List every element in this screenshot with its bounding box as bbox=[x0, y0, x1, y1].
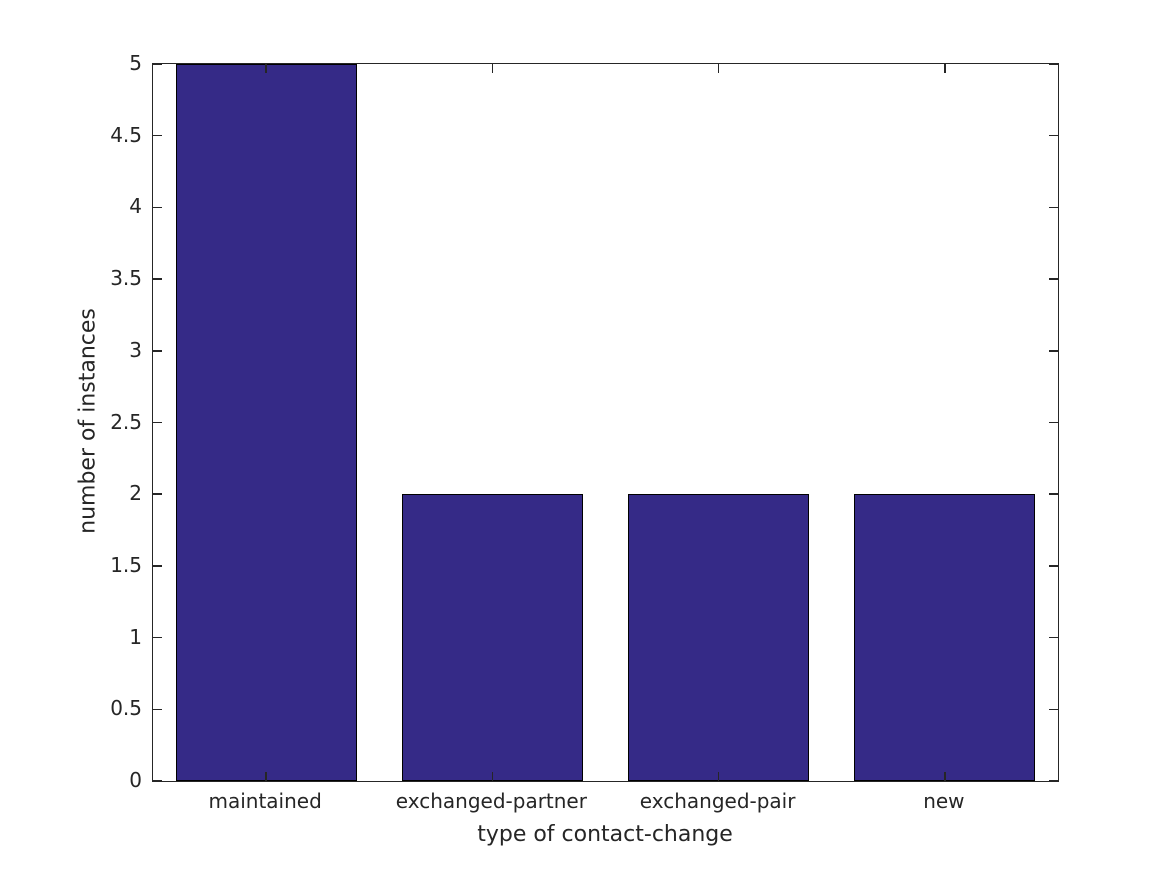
y-tick-left bbox=[153, 565, 162, 567]
y-tick-left bbox=[153, 278, 162, 280]
y-tick-right bbox=[1049, 278, 1058, 280]
y-tick-right bbox=[1049, 493, 1058, 495]
y-tick-left bbox=[153, 780, 162, 782]
y-tick-label: 0.5 bbox=[110, 696, 142, 721]
y-tick-label: 4 bbox=[129, 194, 142, 219]
plot-area bbox=[152, 63, 1059, 782]
y-tick-right bbox=[1049, 708, 1058, 711]
bar bbox=[401, 494, 583, 781]
x-tick-top bbox=[717, 64, 720, 73]
x-axis-label: type of contact-change bbox=[477, 822, 733, 847]
bar bbox=[628, 494, 810, 781]
y-tick-label: 2.5 bbox=[110, 409, 142, 434]
y-tick-label: 2 bbox=[129, 481, 142, 506]
y-tick-right bbox=[1049, 780, 1058, 782]
y-tick-right bbox=[1049, 636, 1058, 639]
x-tick-label: maintained bbox=[208, 789, 322, 813]
x-tick-top bbox=[944, 64, 946, 73]
x-tick-label: exchanged-pair bbox=[639, 789, 796, 813]
y-tick-label: 1 bbox=[129, 624, 142, 649]
y-tick-left bbox=[153, 206, 162, 209]
y-tick-left bbox=[153, 708, 162, 711]
x-tick-bottom bbox=[265, 772, 267, 781]
y-tick-label: 3 bbox=[129, 337, 142, 362]
y-tick-left bbox=[153, 350, 162, 352]
y-tick-left bbox=[153, 63, 162, 65]
y-tick-right bbox=[1049, 63, 1058, 65]
x-tick-top bbox=[491, 64, 494, 73]
y-tick-label: 3.5 bbox=[110, 266, 142, 291]
x-tick-label: new bbox=[923, 789, 965, 813]
y-tick-left bbox=[153, 493, 162, 495]
x-tick-top bbox=[265, 64, 267, 73]
y-tick-left bbox=[153, 636, 162, 639]
x-tick-label: exchanged-partner bbox=[395, 789, 587, 813]
y-tick-right bbox=[1049, 421, 1058, 424]
y-tick-right bbox=[1049, 565, 1058, 567]
y-tick-left bbox=[153, 421, 162, 424]
y-tick-label: 4.5 bbox=[110, 122, 142, 147]
y-tick-label: 0 bbox=[129, 768, 142, 792]
bar bbox=[175, 64, 357, 781]
x-tick-bottom bbox=[717, 772, 720, 781]
y-tick-right bbox=[1049, 206, 1058, 209]
x-tick-bottom bbox=[491, 772, 494, 781]
y-tick-label: 5 bbox=[129, 51, 142, 75]
y-tick-left bbox=[153, 134, 162, 137]
y-tick-right bbox=[1049, 134, 1058, 137]
x-tick-bottom bbox=[944, 772, 946, 781]
y-tick-right bbox=[1049, 350, 1058, 352]
y-tick-label: 1.5 bbox=[110, 552, 142, 577]
bar bbox=[854, 494, 1036, 781]
